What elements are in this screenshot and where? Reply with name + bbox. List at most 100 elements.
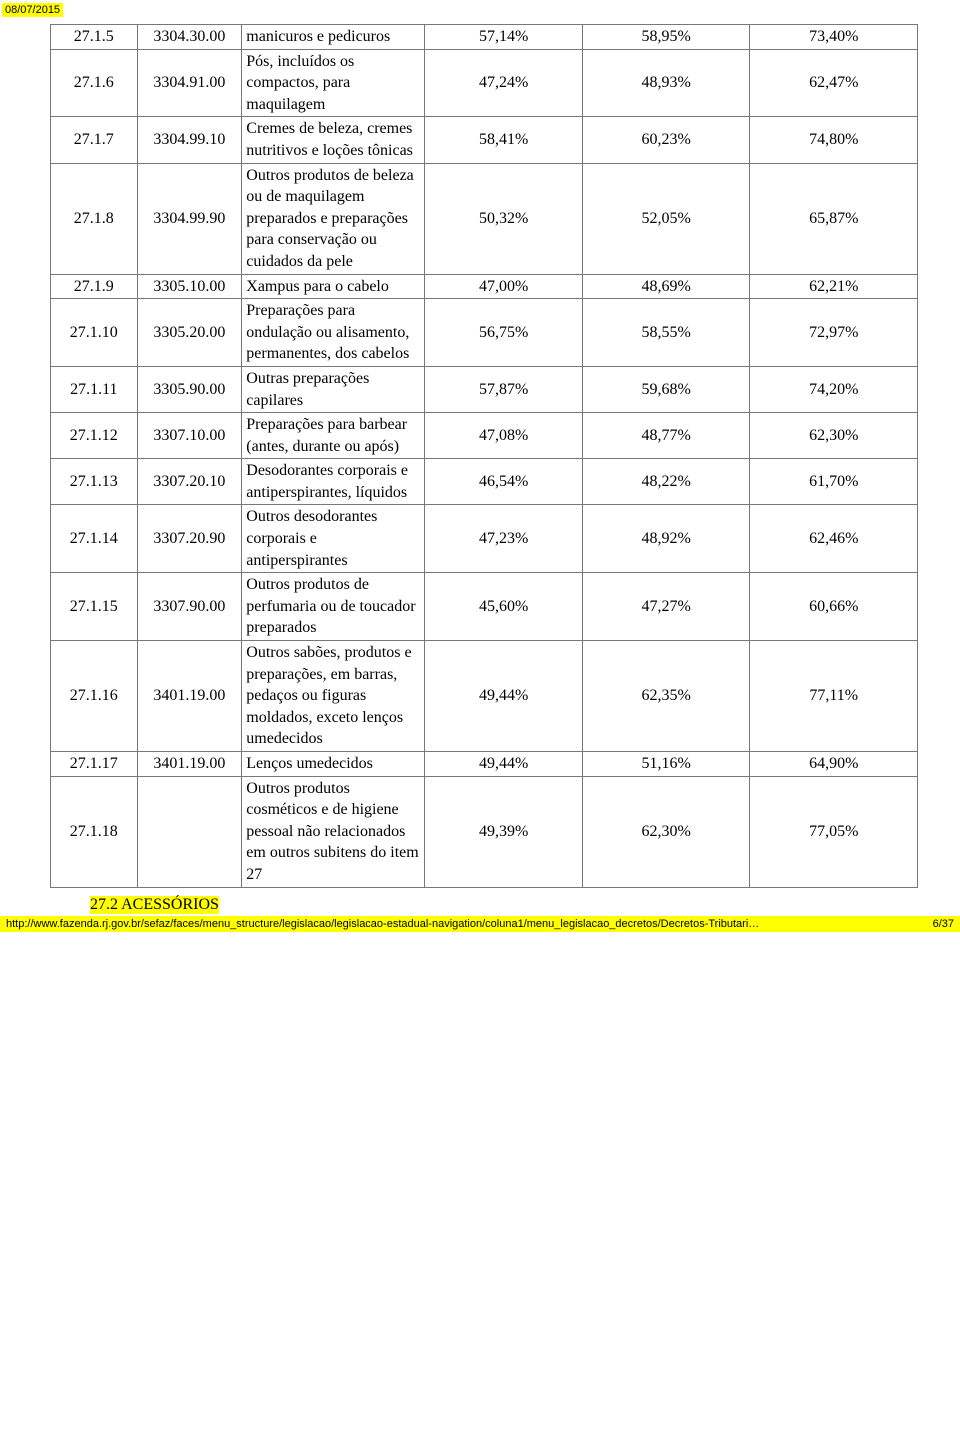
cell-c2: 3305.10.00 [137,274,242,299]
cell-c1: 27.1.6 [51,49,138,117]
cell-c6: 65,87% [750,163,918,274]
cell-c1: 27.1.18 [51,776,138,887]
table-row: 27.1.143307.20.90Outros desodorantes cor… [51,505,918,573]
cell-c3: Preparações para barbear (antes, durante… [242,413,425,459]
page-footer: http://www.fazenda.rj.gov.br/sefaz/faces… [0,916,960,932]
cell-c6: 61,70% [750,459,918,505]
cell-c5: 60,23% [582,117,750,163]
cell-c5: 48,22% [582,459,750,505]
cell-c3: Outras preparações capilares [242,366,425,412]
cell-c2: 3307.20.10 [137,459,242,505]
cell-c1: 27.1.15 [51,573,138,641]
cell-c1: 27.1.5 [51,25,138,50]
cell-c4: 56,75% [425,299,583,367]
table-row: 27.1.63304.91.00Pós, incluídos os compac… [51,49,918,117]
cell-c4: 49,44% [425,641,583,752]
cell-c4: 47,23% [425,505,583,573]
cell-c1: 27.1.12 [51,413,138,459]
cell-c3: Outros produtos cosméticos e de higiene … [242,776,425,887]
cell-c2: 3305.20.00 [137,299,242,367]
cell-c5: 51,16% [582,752,750,777]
cell-c2: 3401.19.00 [137,752,242,777]
cell-c4: 47,00% [425,274,583,299]
cell-c4: 49,44% [425,752,583,777]
cell-c5: 58,55% [582,299,750,367]
cell-c2: 3304.30.00 [137,25,242,50]
cell-c4: 45,60% [425,573,583,641]
table-row: 27.1.53304.30.00manicuros e pedicuros57,… [51,25,918,50]
cell-c2: 3305.90.00 [137,366,242,412]
table-row: 27.1.93305.10.00Xampus para o cabelo47,0… [51,274,918,299]
cell-c6: 74,20% [750,366,918,412]
cell-c6: 62,47% [750,49,918,117]
cell-c3: manicuros e pedicuros [242,25,425,50]
footer-page: 6/37 [933,918,954,930]
table-row: 27.1.73304.99.10Cremes de beleza, cremes… [51,117,918,163]
cell-c3: Preparações para ondulação ou alisamento… [242,299,425,367]
cell-c6: 62,30% [750,413,918,459]
table-row: 27.1.153307.90.00Outros produtos de perf… [51,573,918,641]
cell-c1: 27.1.13 [51,459,138,505]
cell-c6: 62,46% [750,505,918,573]
cell-c6: 72,97% [750,299,918,367]
cell-c4: 49,39% [425,776,583,887]
cell-c3: Outros produtos de perfumaria ou de touc… [242,573,425,641]
cell-c5: 48,77% [582,413,750,459]
cell-c5: 59,68% [582,366,750,412]
cell-c6: 60,66% [750,573,918,641]
cell-c3: Desodorantes corporais e antiperspirante… [242,459,425,505]
cell-c5: 48,93% [582,49,750,117]
cell-c1: 27.1.14 [51,505,138,573]
cell-c6: 73,40% [750,25,918,50]
cell-c2: 3304.99.10 [137,117,242,163]
cell-c5: 62,30% [582,776,750,887]
table-row: 27.1.113305.90.00Outras preparações capi… [51,366,918,412]
table-row: 27.1.173401.19.00Lenços umedecidos49,44%… [51,752,918,777]
footer-url: http://www.fazenda.rj.gov.br/sefaz/faces… [6,918,759,930]
cell-c1: 27.1.16 [51,641,138,752]
cell-c6: 64,90% [750,752,918,777]
cell-c4: 50,32% [425,163,583,274]
date-stamp: 08/07/2015 [2,3,63,17]
cell-c3: Cremes de beleza, cremes nutritivos e lo… [242,117,425,163]
section-heading: 27.2 ACESSÓRIOS [90,896,219,914]
cell-c4: 58,41% [425,117,583,163]
cell-c5: 48,92% [582,505,750,573]
data-table: 27.1.53304.30.00manicuros e pedicuros57,… [50,24,918,888]
cell-c5: 62,35% [582,641,750,752]
cell-c4: 47,24% [425,49,583,117]
cell-c4: 57,14% [425,25,583,50]
cell-c6: 77,11% [750,641,918,752]
cell-c1: 27.1.10 [51,299,138,367]
cell-c5: 48,69% [582,274,750,299]
cell-c3: Pós, incluídos os compactos, para maquil… [242,49,425,117]
cell-c4: 47,08% [425,413,583,459]
cell-c2 [137,776,242,887]
table-row: 27.1.18 Outros produtos cosméticos e de h… [51,776,918,887]
cell-c1: 27.1.17 [51,752,138,777]
cell-c1: 27.1.9 [51,274,138,299]
cell-c2: 3401.19.00 [137,641,242,752]
cell-c2: 3307.90.00 [137,573,242,641]
cell-c4: 57,87% [425,366,583,412]
cell-c5: 52,05% [582,163,750,274]
table-row: 27.1.133307.20.10Desodorantes corporais … [51,459,918,505]
cell-c1: 27.1.11 [51,366,138,412]
cell-c2: 3304.91.00 [137,49,242,117]
table-row: 27.1.83304.99.90Outros produtos de belez… [51,163,918,274]
cell-c3: Xampus para o cabelo [242,274,425,299]
cell-c3: Outros produtos de beleza ou de maquilag… [242,163,425,274]
cell-c3: Lenços umedecidos [242,752,425,777]
cell-c6: 62,21% [750,274,918,299]
cell-c1: 27.1.8 [51,163,138,274]
cell-c3: Outros sabões, produtos e preparações, e… [242,641,425,752]
cell-c2: 3304.99.90 [137,163,242,274]
cell-c2: 3307.20.90 [137,505,242,573]
table-row: 27.1.163401.19.00Outros sabões, produtos… [51,641,918,752]
page-content: 27.1.53304.30.00manicuros e pedicuros57,… [0,18,960,916]
cell-c1: 27.1.7 [51,117,138,163]
cell-c2: 3307.10.00 [137,413,242,459]
cell-c4: 46,54% [425,459,583,505]
cell-c6: 77,05% [750,776,918,887]
cell-c6: 74,80% [750,117,918,163]
